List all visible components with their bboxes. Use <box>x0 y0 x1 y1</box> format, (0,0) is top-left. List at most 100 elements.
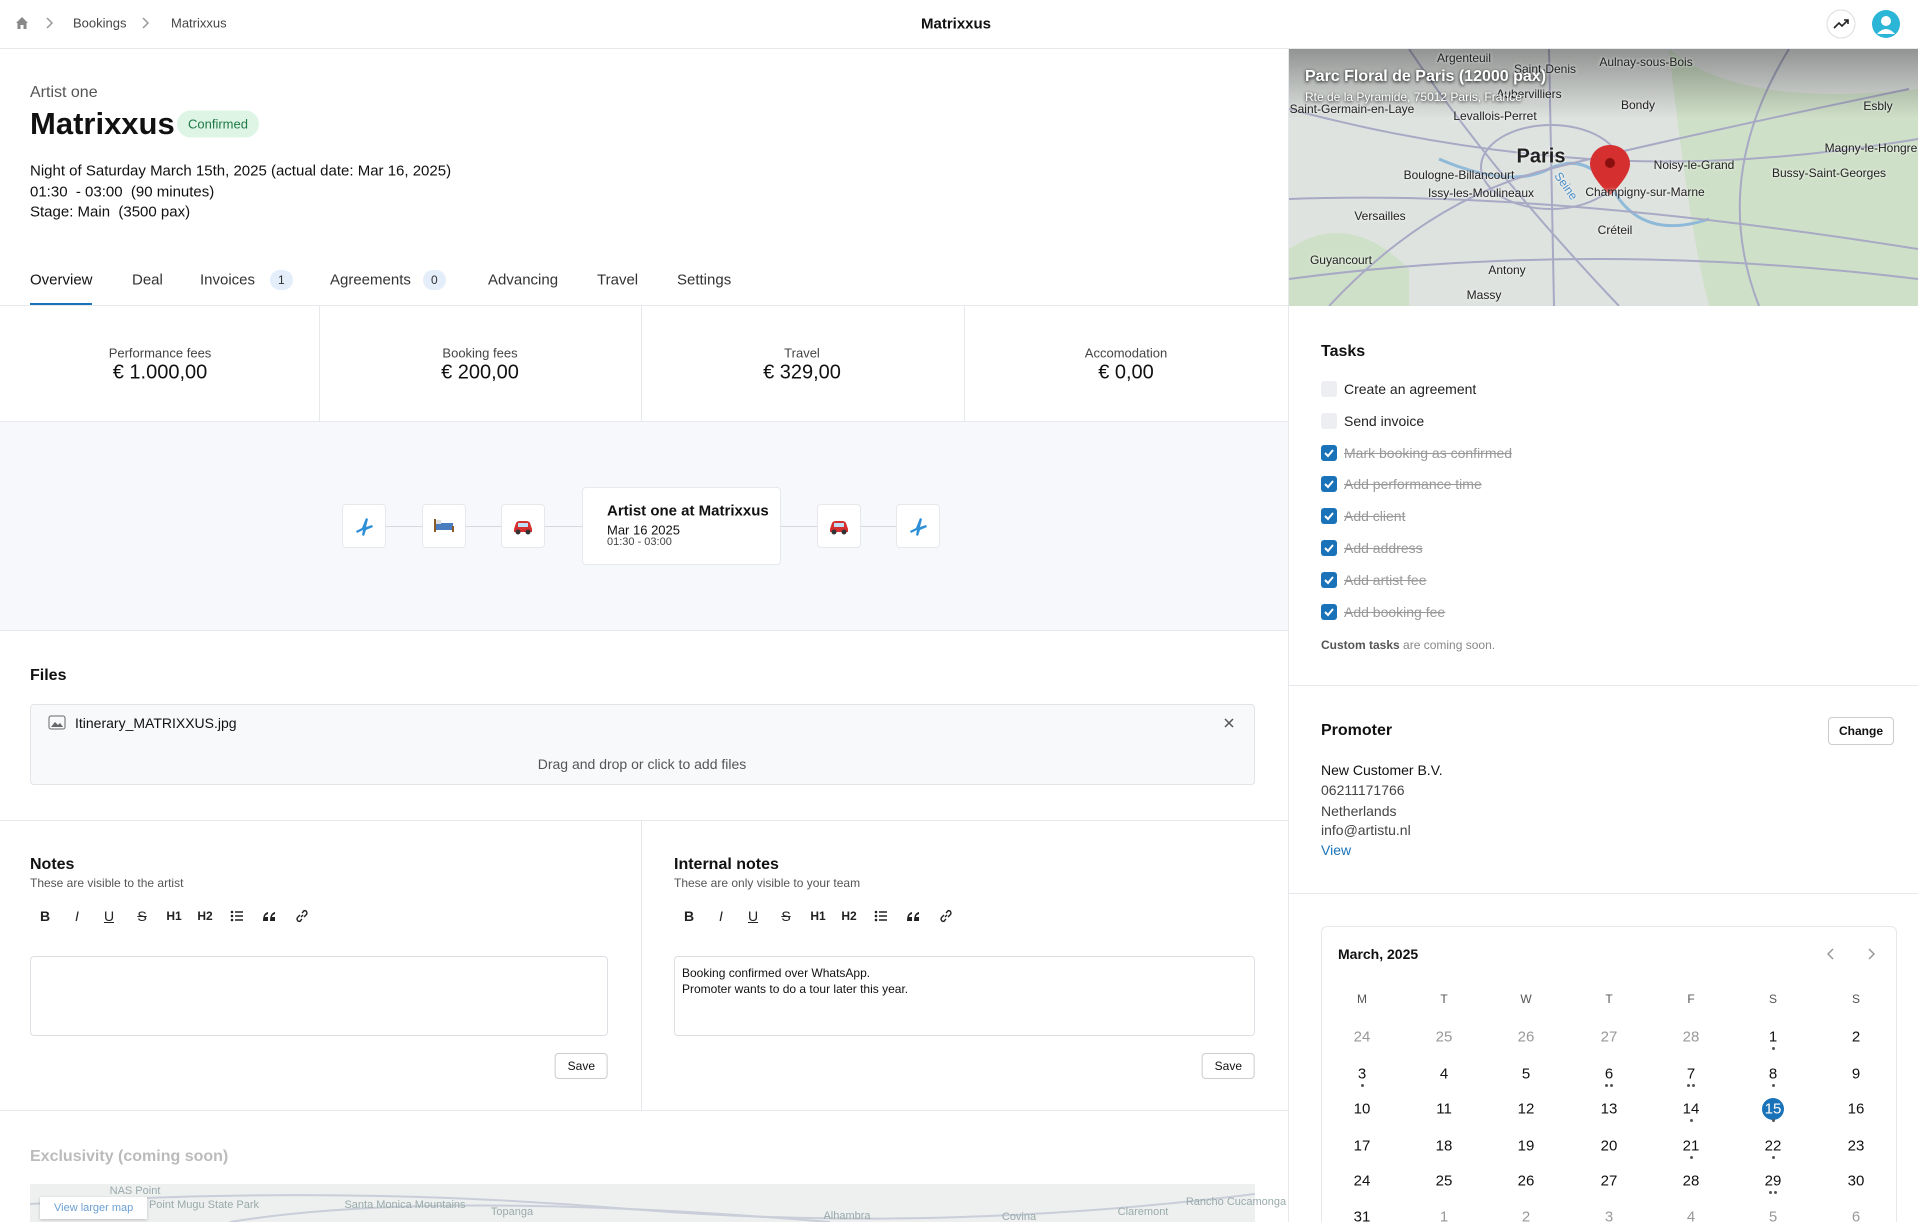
calendar-day[interactable]: 3 <box>1605 1209 1613 1222</box>
calendar-day[interactable]: 14 <box>1683 1101 1700 1118</box>
calendar-month: March, 2025 <box>1338 946 1418 962</box>
calendar-day[interactable]: 18 <box>1436 1138 1453 1155</box>
save-button[interactable]: Save <box>1202 1053 1255 1079</box>
chevron <box>44 17 54 29</box>
calendar-day[interactable]: 22 <box>1765 1138 1782 1155</box>
calendar-day[interactable]: 5 <box>1522 1066 1530 1083</box>
task-checkbox[interactable] <box>1321 413 1337 429</box>
event-dot <box>1769 1191 1772 1194</box>
toolbar-button[interactable]: B <box>684 908 694 924</box>
calendar-day[interactable]: 11 <box>1436 1101 1452 1118</box>
calendar-day[interactable]: 6 <box>1605 1066 1613 1083</box>
notes-editor[interactable] <box>30 956 608 1036</box>
calendar-day[interactable]: 9 <box>1852 1066 1860 1083</box>
toolbar-list[interactable] <box>874 909 888 923</box>
calendar-day[interactable]: 12 <box>1518 1101 1535 1118</box>
calendar-day[interactable]: 20 <box>1601 1138 1618 1155</box>
calendar-day[interactable]: 15 <box>1765 1101 1782 1118</box>
toolbar-link[interactable] <box>295 909 309 923</box>
calendar-day[interactable]: 24 <box>1354 1173 1371 1190</box>
breadcrumb-current[interactable]: Matrixxus <box>171 16 227 31</box>
calendar-day[interactable]: 16 <box>1848 1101 1865 1118</box>
calendar-day[interactable]: 25 <box>1436 1173 1453 1190</box>
toolbar-link[interactable] <box>939 909 953 923</box>
tab[interactable]: Deal <box>132 272 163 289</box>
toolbar-button[interactable]: U <box>748 908 758 924</box>
tab[interactable]: Travel <box>597 272 638 289</box>
calendar-prev[interactable] <box>1826 947 1836 961</box>
stat-label: Accomodation <box>1085 346 1167 361</box>
calendar-day[interactable]: 5 <box>1769 1209 1777 1222</box>
calendar-day[interactable]: 30 <box>1848 1173 1865 1190</box>
calendar-day[interactable]: 29 <box>1765 1173 1782 1190</box>
tab[interactable]: Settings <box>677 272 731 289</box>
toolbar-list[interactable] <box>230 909 244 923</box>
map-link[interactable]: View larger map <box>40 1197 147 1219</box>
map-label: Levallois-Perret <box>1453 109 1536 123</box>
calendar-next[interactable] <box>1866 947 1876 961</box>
section-border <box>0 820 1288 821</box>
task-checkbox[interactable] <box>1321 572 1337 588</box>
calendar-day[interactable]: 19 <box>1518 1138 1535 1155</box>
toolbar-button[interactable]: H1 <box>810 909 825 923</box>
calendar-day[interactable]: 26 <box>1518 1173 1535 1190</box>
calendar-day[interactable]: 2 <box>1522 1209 1530 1222</box>
calendar-day[interactable]: 7 <box>1687 1066 1695 1083</box>
analytics-button[interactable] <box>1826 9 1856 39</box>
calendar-day[interactable]: 27 <box>1601 1029 1618 1046</box>
toolbar-button[interactable]: B <box>40 908 50 924</box>
tasks-footer-bold: Custom tasks <box>1321 638 1400 652</box>
stat-value: € 1.000,00 <box>113 362 208 385</box>
calendar-day[interactable]: 1 <box>1769 1029 1777 1046</box>
toolbar-button[interactable]: U <box>104 908 114 924</box>
change-button[interactable]: Change <box>1828 717 1894 745</box>
tab[interactable]: Invoices <box>200 272 255 289</box>
calendar-day[interactable]: 4 <box>1440 1066 1448 1083</box>
avatar[interactable] <box>1871 9 1901 39</box>
tab[interactable]: Overview <box>30 272 93 289</box>
task-checkbox[interactable] <box>1321 604 1337 620</box>
tab[interactable]: Agreements <box>330 272 411 289</box>
calendar-day[interactable]: 28 <box>1683 1029 1700 1046</box>
remove-file[interactable] <box>1223 717 1235 729</box>
tab[interactable]: Advancing <box>488 272 558 289</box>
calendar-day[interactable]: 26 <box>1518 1029 1535 1046</box>
calendar-day[interactable]: 31 <box>1354 1209 1371 1222</box>
promoter-link[interactable]: View <box>1321 842 1351 858</box>
task-checkbox[interactable] <box>1321 540 1337 556</box>
map-label: Champigny-sur-Marne <box>1585 185 1704 199</box>
toolbar-button[interactable]: S <box>781 908 790 924</box>
calendar-day[interactable]: 23 <box>1848 1138 1865 1155</box>
calendar-day[interactable]: 24 <box>1354 1029 1371 1046</box>
calendar-day[interactable]: 17 <box>1354 1138 1371 1155</box>
calendar-day[interactable]: 8 <box>1769 1066 1777 1083</box>
calendar-day[interactable]: 6 <box>1852 1209 1860 1222</box>
calendar-day[interactable]: 21 <box>1683 1138 1700 1155</box>
toolbar-button[interactable]: I <box>719 908 723 924</box>
toolbar-button[interactable]: H2 <box>841 909 856 923</box>
calendar-day[interactable]: 28 <box>1683 1173 1700 1190</box>
calendar-day[interactable]: 13 <box>1601 1101 1618 1118</box>
toolbar-button[interactable]: H1 <box>166 909 181 923</box>
task-checkbox[interactable] <box>1321 476 1337 492</box>
task-checkbox[interactable] <box>1321 508 1337 524</box>
calendar-day[interactable]: 1 <box>1440 1209 1448 1222</box>
calendar-day[interactable]: 25 <box>1436 1029 1453 1046</box>
save-button[interactable]: Save <box>555 1053 608 1079</box>
breadcrumb-link[interactable]: Bookings <box>73 16 126 31</box>
weekday: M <box>1357 992 1367 1006</box>
toolbar-quote[interactable] <box>262 909 276 923</box>
calendar-day[interactable]: 10 <box>1354 1101 1371 1118</box>
calendar-day[interactable]: 3 <box>1358 1066 1366 1083</box>
task-checkbox[interactable] <box>1321 381 1337 397</box>
toolbar-button[interactable]: S <box>137 908 146 924</box>
file-name[interactable]: Itinerary_MATRIXXUS.jpg <box>75 715 237 731</box>
task-checkbox[interactable] <box>1321 445 1337 461</box>
calendar-day[interactable]: 2 <box>1852 1029 1860 1046</box>
toolbar-button[interactable]: H2 <box>197 909 212 923</box>
calendar-day[interactable]: 27 <box>1601 1173 1618 1190</box>
toolbar-button[interactable]: I <box>75 908 79 924</box>
calendar-day[interactable]: 4 <box>1687 1209 1695 1222</box>
home-icon[interactable] <box>14 15 30 31</box>
toolbar-quote[interactable] <box>906 909 920 923</box>
